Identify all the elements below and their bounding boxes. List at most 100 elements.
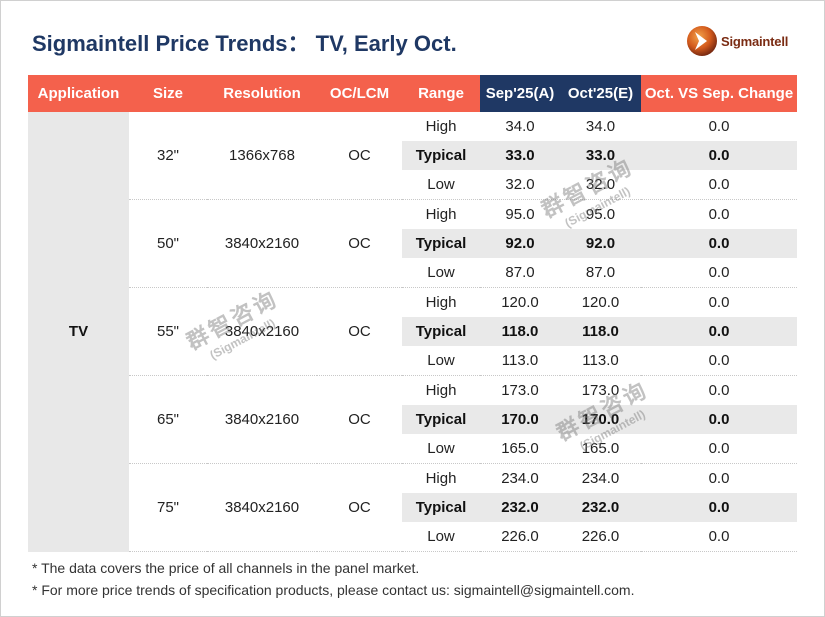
sep-price-cell: 87.0 bbox=[480, 258, 560, 288]
resolution-cell: 1366x768 bbox=[207, 112, 317, 200]
range-cell: Typical bbox=[402, 317, 480, 346]
sep-price-cell: 118.0 bbox=[480, 317, 560, 346]
oct-price-cell: 113.0 bbox=[560, 346, 641, 376]
table-row: Low 32.0 32.0 0.0 bbox=[28, 170, 797, 200]
header-range: Range bbox=[402, 75, 480, 112]
header-sep: Sep'25(A) bbox=[480, 75, 560, 112]
oct-price-cell: 232.0 bbox=[560, 493, 641, 522]
oct-price-cell: 87.0 bbox=[560, 258, 641, 288]
oct-price-cell: 226.0 bbox=[560, 522, 641, 552]
oc-lcm-cell: OC bbox=[317, 287, 402, 376]
resolution-cell: 3840x2160 bbox=[207, 375, 317, 464]
range-cell: Low bbox=[402, 434, 480, 464]
size-cell: 65" bbox=[129, 375, 207, 464]
table-row: Typical 92.0 92.0 0.0 bbox=[28, 229, 797, 258]
range-cell: High bbox=[425, 382, 457, 399]
range-cell: Typical bbox=[402, 229, 480, 258]
header-size: Size bbox=[129, 75, 207, 112]
table-row: Typical 118.0 118.0 0.0 bbox=[28, 317, 797, 346]
change-cell: 0.0 bbox=[641, 258, 797, 288]
oct-price-cell: 170.0 bbox=[560, 405, 641, 434]
range-cell: Typical bbox=[402, 493, 480, 522]
sep-price-cell: 113.0 bbox=[480, 346, 560, 376]
sep-price-cell: 120.0 bbox=[501, 294, 539, 311]
change-cell: 0.0 bbox=[708, 118, 730, 135]
table-row: 55" 3840x2160 OC High 120.0 120.0 0.0 bbox=[28, 287, 797, 376]
change-cell: 0.0 bbox=[641, 493, 797, 522]
oct-price-cell: 120.0 bbox=[581, 294, 620, 311]
table-row: Typical 33.0 33.0 0.0 bbox=[28, 141, 797, 170]
header-resolution: Resolution bbox=[207, 75, 317, 112]
range-cell: Low bbox=[402, 522, 480, 552]
sigmaintell-logo-icon bbox=[687, 26, 717, 56]
oct-price-cell: 95.0 bbox=[585, 206, 616, 223]
sep-price-cell: 226.0 bbox=[480, 522, 560, 552]
table-row: Low 226.0 226.0 0.0 bbox=[28, 522, 797, 552]
table-row: Typical 232.0 232.0 0.0 bbox=[28, 493, 797, 522]
change-cell: 0.0 bbox=[708, 382, 730, 399]
logo-wordmark: Sigmaintell bbox=[721, 34, 789, 49]
change-cell: 0.0 bbox=[641, 141, 797, 170]
sep-price-cell: 170.0 bbox=[480, 405, 560, 434]
table-row: 50" 3840x2160 OC High 95.0 95.0 0.0 bbox=[28, 199, 797, 288]
size-cell: 55" bbox=[129, 287, 207, 376]
range-cell: Low bbox=[402, 346, 480, 376]
resolution-cell: 3840x2160 bbox=[207, 199, 317, 288]
range-cell: High bbox=[425, 470, 457, 487]
company-logo: Sigmaintell bbox=[686, 24, 798, 58]
oct-price-cell: 32.0 bbox=[560, 170, 641, 200]
range-cell: Typical bbox=[402, 405, 480, 434]
change-cell: 0.0 bbox=[708, 294, 730, 311]
footnote: * For more price trends of specification… bbox=[32, 582, 635, 598]
table-row: 65" 3840x2160 OC High 173.0 173.0 0.0 bbox=[28, 375, 797, 464]
change-cell: 0.0 bbox=[708, 206, 730, 223]
range-cell: Low bbox=[402, 258, 480, 288]
oc-lcm-cell: OC bbox=[317, 112, 402, 200]
size-cell: 32" bbox=[129, 112, 207, 200]
oct-price-cell: 118.0 bbox=[560, 317, 641, 346]
sep-price-cell: 34.0 bbox=[505, 118, 535, 135]
table-row: 75" 3840x2160 OC High 234.0 234.0 0.0 bbox=[28, 463, 797, 552]
oct-price-cell: 234.0 bbox=[581, 470, 620, 487]
size-cell: 75" bbox=[129, 463, 207, 552]
table-row: TV 32" 1366x768 OC High 34.0 34.0 0.0 bbox=[28, 112, 797, 552]
footnotes: * The data covers the price of all chann… bbox=[32, 557, 634, 601]
sep-price-cell: 173.0 bbox=[501, 382, 539, 399]
header-application: Application bbox=[28, 75, 129, 112]
sep-price-cell: 92.0 bbox=[480, 229, 560, 258]
sep-price-cell: 33.0 bbox=[480, 141, 560, 170]
change-cell: 0.0 bbox=[641, 434, 797, 464]
table-row: Typical 170.0 170.0 0.0 bbox=[28, 405, 797, 434]
header-change: Oct. VS Sep. Change bbox=[641, 75, 797, 112]
change-cell: 0.0 bbox=[641, 522, 797, 552]
range-cell: Low bbox=[402, 170, 480, 200]
page-title: Sigmaintell Price Trends： TV, Early Oct. bbox=[32, 31, 457, 56]
footnote: * The data covers the price of all chann… bbox=[32, 560, 420, 576]
table-row: Low 165.0 165.0 0.0 bbox=[28, 434, 797, 464]
oct-price-cell: 34.0 bbox=[585, 118, 616, 135]
oct-price-cell: 165.0 bbox=[560, 434, 641, 464]
oct-price-cell: 92.0 bbox=[560, 229, 641, 258]
oct-price-cell: 33.0 bbox=[560, 141, 641, 170]
change-cell: 0.0 bbox=[641, 229, 797, 258]
table-header-row: Application Size Resolution OC/LCM Range… bbox=[28, 75, 797, 112]
change-cell: 0.0 bbox=[708, 470, 730, 487]
resolution-cell: 3840x2160 bbox=[207, 287, 317, 376]
range-cell: High bbox=[425, 118, 457, 135]
range-cell: High bbox=[425, 206, 457, 223]
oc-lcm-cell: OC bbox=[317, 463, 402, 552]
sep-price-cell: 95.0 bbox=[505, 206, 535, 223]
sep-price-cell: 32.0 bbox=[480, 170, 560, 200]
oct-price-cell: 173.0 bbox=[581, 382, 620, 399]
range-cell: High bbox=[425, 294, 457, 311]
sep-price-cell: 234.0 bbox=[501, 470, 539, 487]
change-cell: 0.0 bbox=[641, 170, 797, 200]
change-cell: 0.0 bbox=[641, 405, 797, 434]
header-oc-lcm: OC/LCM bbox=[317, 75, 402, 112]
table-row: Low 87.0 87.0 0.0 bbox=[28, 258, 797, 288]
change-cell: 0.0 bbox=[641, 346, 797, 376]
table-row: Low 113.0 113.0 0.0 bbox=[28, 346, 797, 376]
header-oct: Oct'25(E) bbox=[560, 75, 641, 112]
change-cell: 0.0 bbox=[641, 317, 797, 346]
range-cell: Typical bbox=[402, 141, 480, 170]
